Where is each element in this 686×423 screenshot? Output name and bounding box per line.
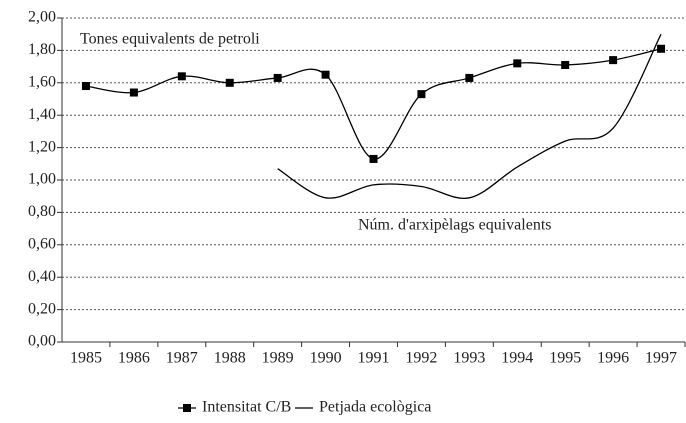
legend-label: Intensitat C/B — [202, 399, 291, 416]
marker — [609, 56, 618, 65]
marker — [513, 59, 522, 68]
x-tick-label: 1992 — [405, 350, 437, 367]
x-tick-label: 1985 — [70, 350, 102, 367]
series-line — [277, 33, 662, 199]
x-tick-label: 1990 — [310, 350, 342, 367]
marker — [81, 82, 90, 91]
annotation: Tones equivalents de petroli — [80, 31, 260, 48]
x-tick-label: 1995 — [549, 350, 581, 367]
x-tick-label: 1991 — [358, 350, 390, 367]
series-line — [85, 48, 662, 160]
marker — [561, 60, 570, 69]
legend-marker — [183, 404, 191, 412]
legend-label: Petjada ecològica — [319, 399, 431, 416]
y-tick-label: 0,20 — [28, 300, 56, 317]
marker — [321, 70, 330, 79]
y-tick-label: 1,00 — [28, 171, 56, 188]
x-tick-label: 1996 — [597, 350, 629, 367]
marker — [129, 88, 138, 97]
y-tick-label: 0,80 — [28, 203, 56, 220]
y-tick-label: 2,00 — [28, 9, 56, 26]
marker — [369, 154, 378, 163]
x-tick-label: 1988 — [214, 350, 246, 367]
y-tick-label: 1,40 — [28, 106, 56, 123]
annotation: Núm. d'arxipèlags equivalents — [358, 217, 552, 234]
y-tick-label: 1,60 — [28, 73, 56, 90]
y-tick-label: 0,40 — [28, 268, 56, 285]
y-tick-label: 0,60 — [28, 235, 56, 252]
x-tick-label: 1997 — [645, 350, 677, 367]
marker — [417, 90, 426, 99]
marker — [225, 78, 234, 87]
marker — [273, 73, 282, 82]
y-tick-label: 0,00 — [28, 333, 56, 350]
x-tick-label: 1989 — [262, 350, 294, 367]
x-tick-label: 1986 — [118, 350, 150, 367]
marker — [657, 44, 666, 53]
y-tick-label: 1,20 — [28, 138, 56, 155]
x-tick-label: 1987 — [166, 350, 198, 367]
x-tick-label: 1994 — [501, 350, 533, 367]
marker — [465, 73, 474, 82]
x-tick-label: 1993 — [453, 350, 485, 367]
y-tick-label: 1,80 — [28, 41, 56, 58]
marker — [177, 72, 186, 81]
